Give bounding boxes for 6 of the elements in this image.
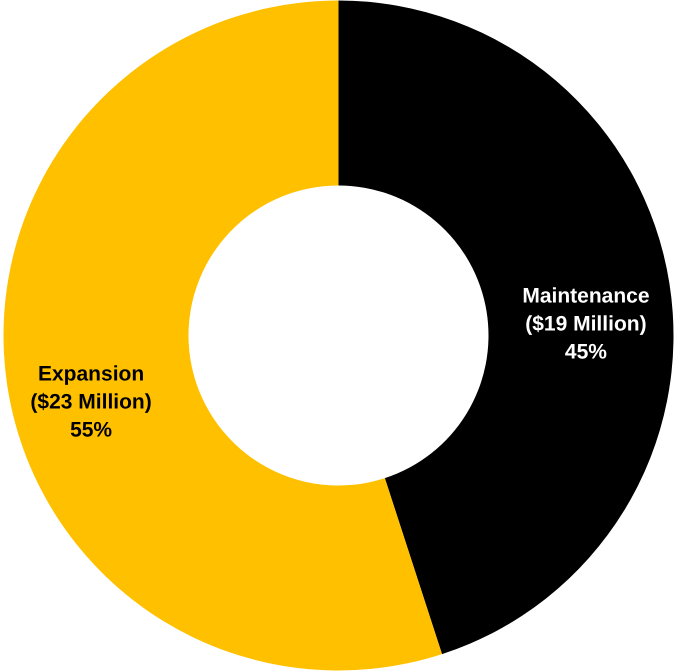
slice-label: Expansion [38,362,144,386]
donut-slice [338,0,674,654]
data-label: ($19 Million) 45% [525,312,647,364]
donut-slice [4,0,442,670]
data-label: ($23 Million) 55% [30,390,152,442]
slice-label: Maintenance [522,284,650,308]
